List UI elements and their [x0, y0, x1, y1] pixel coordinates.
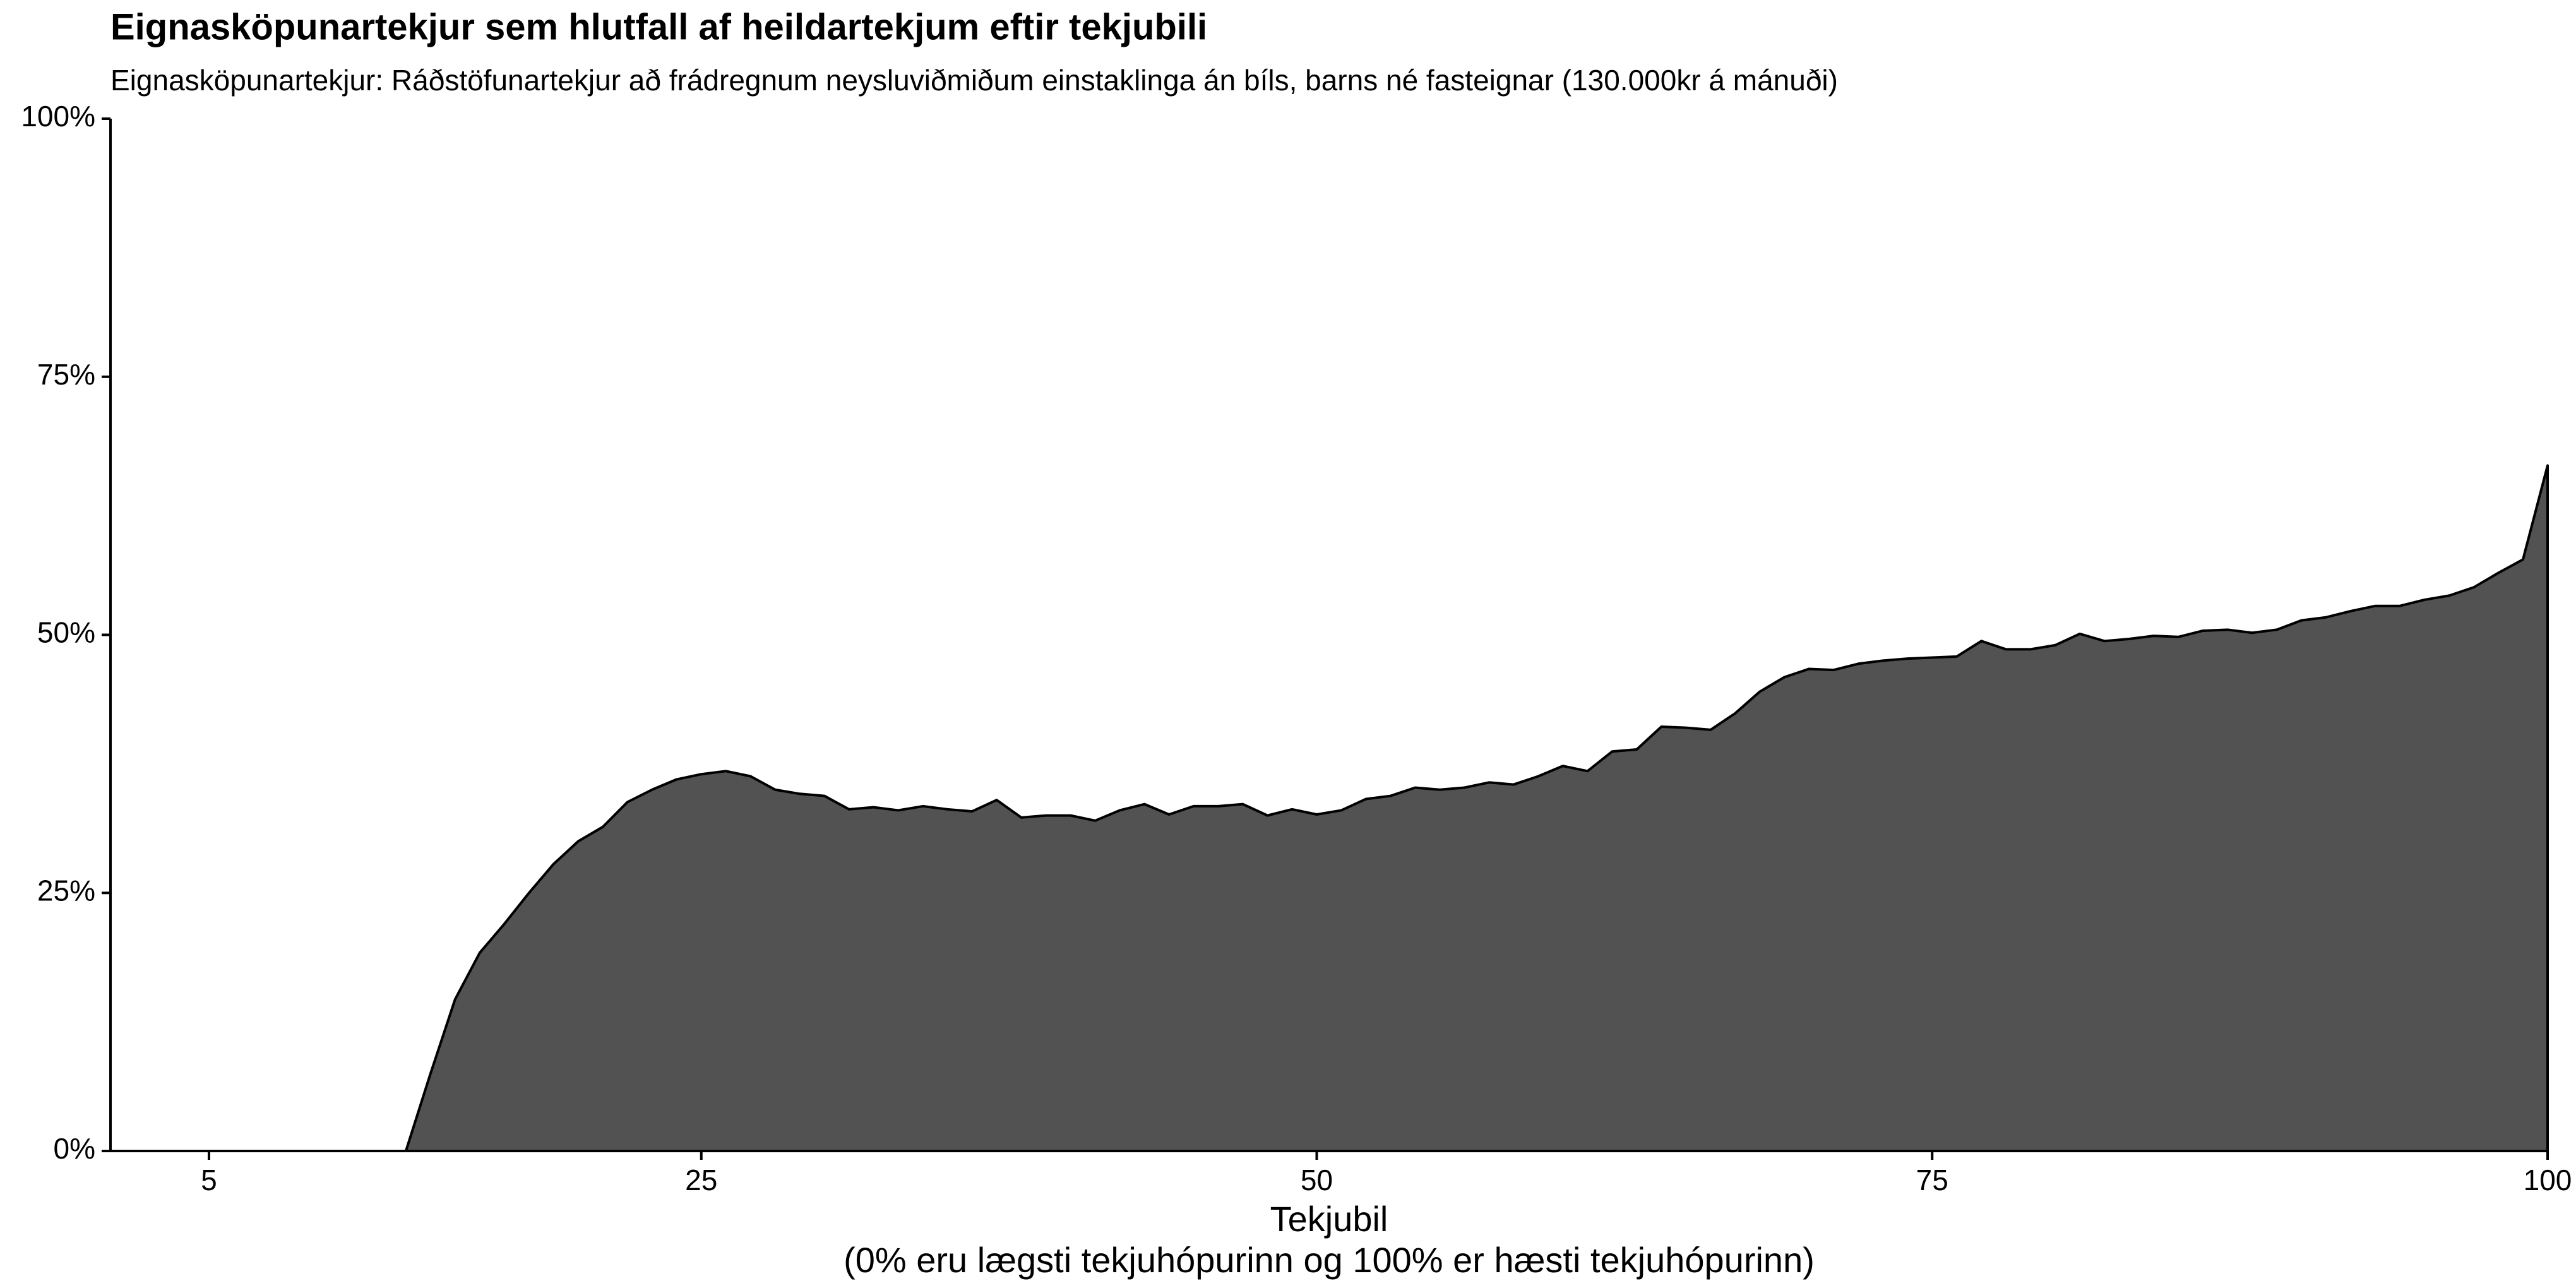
- chart-subtitle: Eignasköpunartekjur: Ráðstöfunartekjur a…: [110, 64, 1838, 97]
- x-axis-title: Tekjubil: [1270, 1199, 1388, 1239]
- y-tick-label: 100%: [21, 100, 95, 133]
- x-tick-label: 100: [2524, 1164, 2572, 1196]
- chart-title: Eignasköpunartekjur sem hlutfall af heil…: [110, 6, 1207, 47]
- y-tick-label: 0%: [54, 1132, 95, 1165]
- y-tick-label: 75%: [37, 358, 95, 391]
- y-tick-label: 50%: [37, 616, 95, 649]
- x-tick-label: 75: [1916, 1164, 1948, 1196]
- x-tick-label: 5: [201, 1164, 217, 1196]
- x-tick-label: 25: [685, 1164, 717, 1196]
- y-tick-label: 25%: [37, 874, 95, 907]
- x-axis-note: (0% eru lægsti tekjuhópurinn og 100% er …: [844, 1240, 1815, 1280]
- x-tick-label: 50: [1301, 1164, 1333, 1196]
- area: [109, 464, 2549, 1152]
